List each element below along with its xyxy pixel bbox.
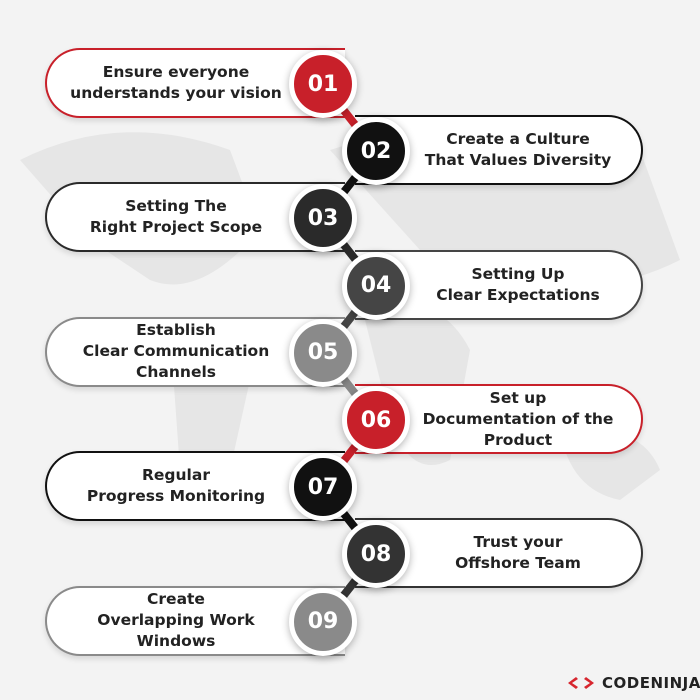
codeninja-logo: CODENINJA: [566, 674, 700, 692]
step-text: Setting Up Clear Expectations: [436, 264, 600, 304]
step-number-badge: 05: [289, 318, 357, 387]
step-card-04: Setting Up Clear Expectations: [355, 249, 643, 320]
step-number-badge: 06: [342, 386, 410, 454]
step-number-badge: 07: [289, 453, 357, 522]
step-text: Create a Culture That Values Diversity: [424, 130, 612, 170]
step-card-05: Establish Clear Communication Channels: [45, 316, 345, 387]
step-number-badge: 02: [342, 117, 410, 186]
step-text: Establish Clear Communication Channels: [82, 321, 270, 382]
step-text: Trust your Offshore Team: [455, 533, 581, 573]
brand-name: CODENINJA: [602, 674, 700, 692]
step-number-badge: 09: [289, 587, 357, 656]
step-number-badge: 04: [342, 251, 410, 320]
step-number-badge: 03: [289, 184, 357, 253]
step-text: Ensure everyone understands your vision: [70, 63, 282, 102]
codeninja-logo-icon: [568, 677, 594, 689]
step-number-badge: 08: [342, 520, 410, 589]
step-text: Set up Documentation of the Product: [422, 388, 614, 449]
step-text: Regular Progress Monitoring: [86, 466, 266, 506]
step-text: Setting The Right Project Scope: [89, 197, 263, 237]
step-card-01: Ensure everyone understands your vision: [45, 48, 345, 118]
step-number-badge: 01: [289, 50, 357, 118]
step-text: Create Overlapping Work Windows: [97, 590, 255, 651]
